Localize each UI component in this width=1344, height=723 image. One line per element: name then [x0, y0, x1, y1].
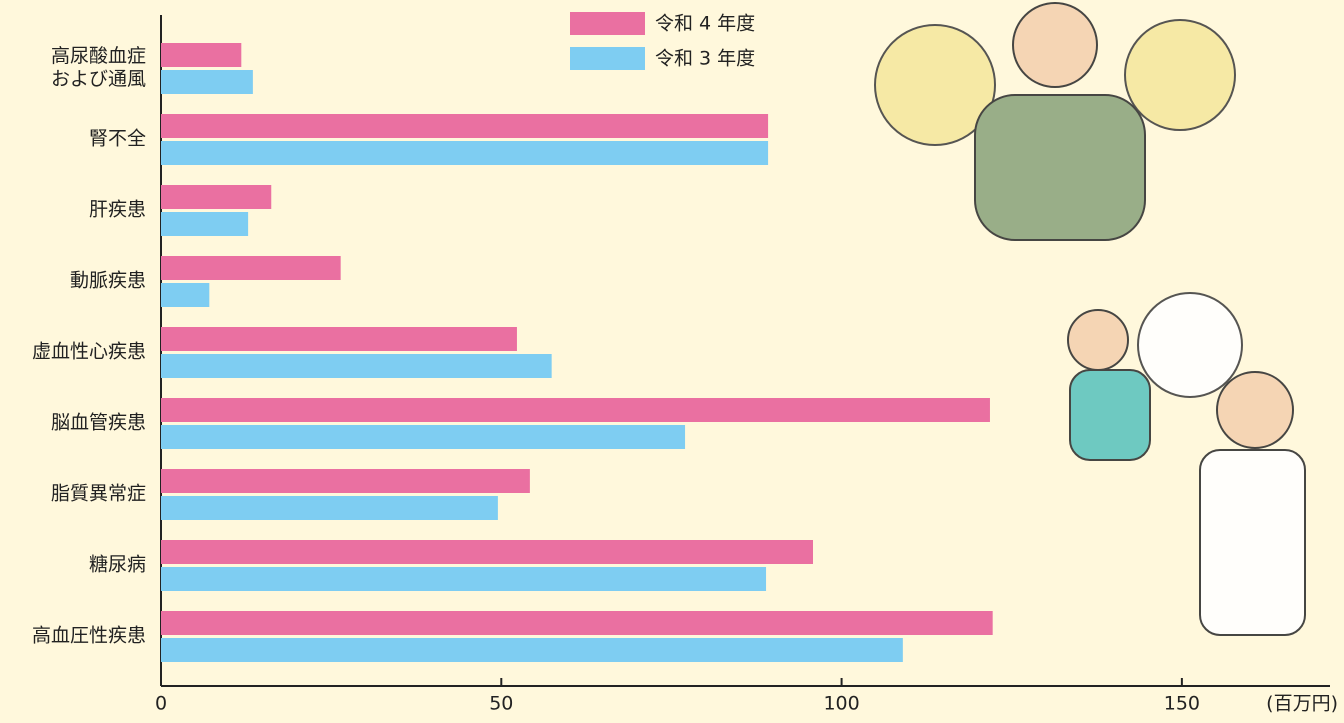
x-tick-label: 150 [1164, 693, 1200, 715]
y-tick-label: 糖尿病 [0, 554, 146, 577]
bar [161, 567, 766, 591]
y-tick-label: 高尿酸血症 および通風 [0, 45, 146, 91]
legend-label: 令和 3 年度 [655, 48, 755, 70]
bar [161, 496, 498, 520]
bar [161, 70, 253, 94]
bar [161, 283, 209, 307]
bar [161, 638, 903, 662]
bar [161, 212, 248, 236]
x-tick-label: 50 [489, 693, 513, 715]
legend-swatch [570, 12, 645, 35]
chart-svg: 0 50 100 150 (百万円) 令和 4 年度令和 3 年度 [0, 0, 1344, 723]
bar [161, 141, 768, 165]
x-unit-label: (百万円) [1266, 693, 1338, 715]
y-tick-label: 虚血性心疾患 [0, 341, 146, 364]
bar [161, 398, 990, 422]
bar [161, 256, 341, 280]
y-tick-label: 脳血管疾患 [0, 412, 146, 435]
legend-swatch [570, 47, 645, 70]
x-tick-label: 100 [823, 693, 859, 715]
bar [161, 425, 685, 449]
legend-label: 令和 4 年度 [655, 13, 755, 35]
chart: 0 50 100 150 (百万円) 令和 4 年度令和 3 年度 高尿酸血症 および通風… [0, 0, 1344, 723]
bar [161, 354, 552, 378]
bar [161, 185, 271, 209]
y-tick-label: 高血圧性疾患 [0, 625, 146, 648]
y-tick-label: 脂質異常症 [0, 483, 146, 506]
bar [161, 114, 768, 138]
bar [161, 469, 530, 493]
bar [161, 43, 241, 67]
y-tick-label: 動脈疾患 [0, 270, 146, 293]
bar [161, 327, 517, 351]
decoration [875, 3, 1305, 635]
x-tick-label: 0 [155, 693, 167, 715]
bar [161, 540, 813, 564]
bar [161, 611, 993, 635]
y-tick-label: 肝疾患 [0, 199, 146, 222]
y-tick-label: 腎不全 [0, 128, 146, 151]
